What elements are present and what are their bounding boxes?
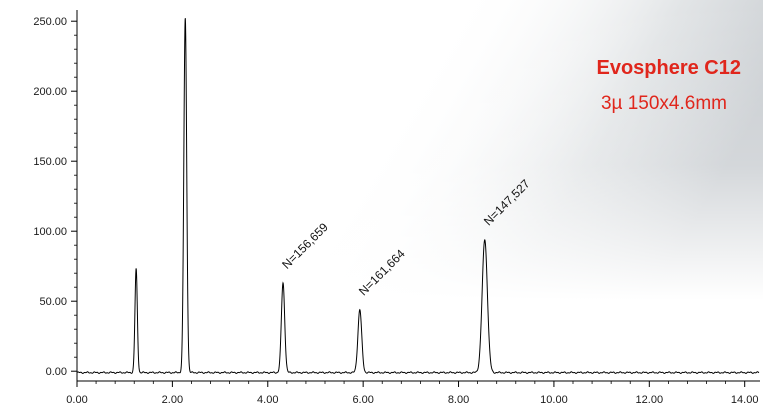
chromatogram-trace (76, 18, 760, 374)
y-tick-label: 250.00 (33, 16, 67, 28)
y-axis-ticks: 0.00 50.00 100.00 150.00 200.00 250.00 (33, 16, 77, 378)
x-tick-label: 2.00 (162, 394, 183, 406)
x-tick-label: 8.00 (448, 394, 469, 406)
y-tick-label: 200.00 (33, 86, 67, 98)
x-tick-label: 6.00 (352, 394, 373, 406)
column-name-label: Evosphere C12 (596, 57, 741, 79)
y-tick-label: 150.00 (33, 156, 67, 168)
x-tick-label: 10.00 (540, 394, 568, 406)
x-tick-label: 0.00 (66, 394, 87, 406)
y-tick-label: 50.00 (39, 296, 67, 308)
x-tick-label: 4.00 (257, 394, 278, 406)
background-fade (260, 0, 763, 300)
y-tick-label: 0.00 (46, 366, 67, 378)
x-tick-label: 14.00 (731, 394, 759, 406)
x-tick-label: 12.00 (636, 394, 664, 406)
x-axis-ticks: 0.00 2.00 4.00 6.00 8.00 10.00 12.00 14.00 (66, 381, 758, 406)
column-spec-label: 3µ 150x4.6mm (600, 93, 727, 114)
y-tick-label: 100.00 (33, 226, 67, 238)
